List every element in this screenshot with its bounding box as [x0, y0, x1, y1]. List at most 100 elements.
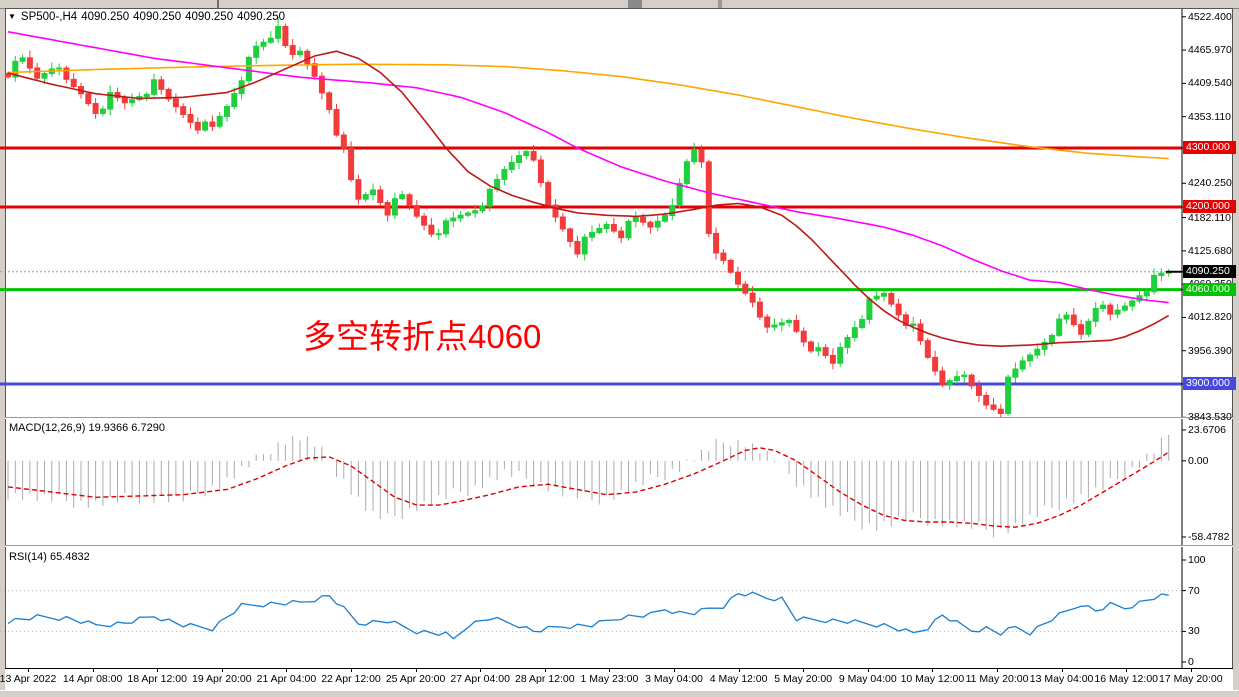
- rsi-indicator-label: RSI(14) 65.4832: [9, 551, 90, 563]
- time-axis-tick: [1126, 669, 1128, 672]
- rsi-indicator-canvas[interactable]: [0, 547, 1239, 668]
- candle: [683, 161, 690, 184]
- candle: [932, 356, 939, 372]
- time-axis-label: 13 Apr 2022: [0, 673, 57, 685]
- candle: [297, 50, 303, 56]
- chart-dropdown-icon[interactable]: ▼: [8, 12, 16, 21]
- candle: [399, 194, 406, 200]
- macd-signal-line: [7, 447, 1170, 528]
- price-badge: 4060.000: [1183, 282, 1236, 296]
- axis-tick-label: 23.6706: [1188, 423, 1226, 436]
- candle: [720, 252, 727, 261]
- candle: [333, 109, 340, 136]
- time-axis-label: 25 Apr 20:00: [385, 673, 446, 685]
- macd-indicator-canvas[interactable]: [0, 419, 1239, 546]
- main-chart-canvas[interactable]: [0, 9, 1239, 418]
- candle: [158, 79, 165, 90]
- candle: [260, 41, 267, 47]
- panel-splitter[interactable]: [5, 545, 1233, 547]
- candle: [545, 182, 552, 206]
- price-badge: 4200.000: [1183, 200, 1236, 213]
- candle: [457, 214, 464, 219]
- time-axis-tick: [997, 669, 998, 672]
- time-axis-label: 10 May 12:00: [900, 673, 965, 685]
- toolbar-separator: [628, 0, 642, 8]
- time-axis-label: 14 Apr 08:00: [62, 673, 123, 685]
- candle: [618, 230, 625, 239]
- candle: [464, 212, 471, 216]
- price-badge: 4090.250: [1183, 264, 1236, 278]
- time-axis-label: 13 May 04:00: [1029, 673, 1094, 685]
- candle: [888, 292, 895, 305]
- candle: [1005, 376, 1012, 414]
- high-value: 4090.250: [133, 11, 182, 23]
- candle: [63, 67, 70, 80]
- time-axis-tick: [286, 669, 288, 672]
- time-axis-tick: [544, 669, 546, 672]
- candle: [983, 394, 990, 406]
- axis-tick-label: 0: [1188, 656, 1194, 668]
- candle: [815, 347, 822, 352]
- candle: [231, 93, 238, 107]
- candle: [1041, 341, 1048, 350]
- candle: [1048, 334, 1055, 343]
- chart-text-annotation[interactable]: 多空转折点4060: [303, 318, 542, 355]
- window-bottom-edge: [0, 690, 1239, 697]
- time-axis-label: 21 Apr 04:00: [256, 673, 317, 685]
- close-value: 4090.250: [237, 11, 286, 23]
- candle: [1085, 320, 1092, 335]
- panel-splitter[interactable]: [5, 417, 1233, 419]
- time-axis-tick: [221, 669, 223, 672]
- candle: [552, 204, 559, 218]
- candle: [902, 314, 909, 327]
- candle: [705, 161, 712, 234]
- candle: [1107, 304, 1114, 315]
- candle: [851, 327, 858, 339]
- macd-indicator-label: MACD(12,26,9) 19.9366 6.7290: [9, 422, 165, 434]
- candle: [742, 283, 749, 294]
- time-axis-tick: [1061, 669, 1063, 672]
- axis-tick-label: 3956.390: [1188, 344, 1232, 357]
- time-axis-label: 16 May 12:00: [1094, 673, 1159, 685]
- axis-tick-label: 4465.970: [1188, 44, 1232, 57]
- candle: [844, 337, 851, 348]
- candle: [756, 301, 763, 318]
- candle: [537, 159, 544, 184]
- candle: [435, 233, 442, 236]
- candle: [202, 121, 209, 131]
- candle: [443, 220, 449, 235]
- candle: [253, 45, 260, 58]
- time-axis[interactable]: 13 Apr 2022 14 Apr 08:00 18 Apr 12:00 19 Ap…: [0, 668, 1233, 691]
- candle: [581, 236, 588, 255]
- candle: [180, 106, 187, 115]
- candle: [472, 210, 479, 214]
- candle: [209, 121, 216, 127]
- candle: [26, 57, 33, 69]
- candle: [85, 93, 92, 105]
- axis-tick-label: 3843.530: [1188, 411, 1232, 424]
- toolbar-separator: [217, 0, 219, 8]
- time-axis-label: 1 May 23:00: [580, 673, 639, 685]
- candle: [946, 380, 953, 386]
- axis-tick-label: 4522.400: [1188, 10, 1232, 23]
- candle: [1121, 305, 1128, 311]
- candle: [961, 374, 968, 378]
- candle: [194, 121, 201, 131]
- axis-tick-label: 100: [1188, 554, 1206, 566]
- candle: [304, 50, 311, 65]
- candle: [355, 179, 362, 200]
- candle: [224, 105, 230, 117]
- candle: [647, 221, 654, 228]
- candle: [450, 217, 457, 222]
- price-badge: 3900.000: [1183, 376, 1236, 390]
- candle: [187, 113, 194, 123]
- candle: [501, 168, 508, 180]
- ma-line-mid-magenta: [7, 31, 1169, 304]
- candle: [997, 408, 1004, 414]
- time-axis-tick: [415, 669, 417, 672]
- candle: [1012, 368, 1019, 378]
- time-axis-label: 5 May 20:00: [774, 673, 833, 685]
- candle: [421, 215, 428, 226]
- candle: [954, 376, 960, 382]
- candle: [713, 232, 720, 254]
